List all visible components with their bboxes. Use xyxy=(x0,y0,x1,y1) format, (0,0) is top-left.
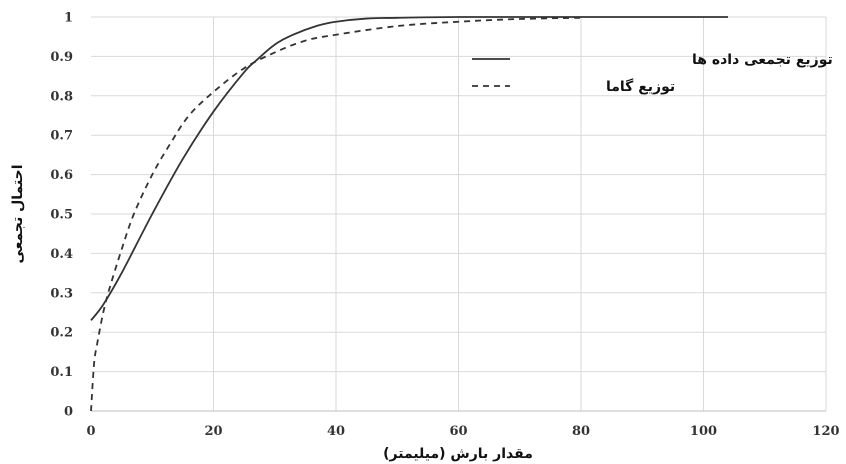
y-tick-label: 0.1 xyxy=(50,365,73,380)
x-tick-label: 80 xyxy=(572,424,590,439)
legend: توزیع تجمعی داده ها توزیع گاما xyxy=(472,52,833,95)
y-tick-label: 0.9 xyxy=(50,50,73,65)
y-tick-labels: 0 0.1 0.2 0.3 0.4 0.5 0.6 0.7 0.8 0.9 1 xyxy=(50,11,73,420)
series-line-gamma xyxy=(90,16,582,412)
y-tick-label: 0.3 xyxy=(50,286,73,301)
y-tick-label: 0.6 xyxy=(50,168,73,183)
x-tick-label: 60 xyxy=(449,424,467,439)
y-tick-label: 1 xyxy=(64,11,73,26)
legend-label-empirical: توزیع تجمعی داده ها xyxy=(692,52,833,68)
y-tick-label: 0 xyxy=(64,405,73,420)
series-lines xyxy=(90,16,728,412)
x-tick-label: 0 xyxy=(86,424,95,439)
y-tick-label: 0.7 xyxy=(50,129,73,144)
y-tick-label: 0.8 xyxy=(50,89,73,104)
y-tick-label: 0.4 xyxy=(50,247,73,262)
x-tick-labels: 0 20 40 60 80 100 120 xyxy=(86,424,839,439)
grid-lines xyxy=(91,16,827,411)
x-tick-label: 20 xyxy=(204,424,222,439)
x-tick-label: 120 xyxy=(812,424,839,439)
x-tick-label: 40 xyxy=(327,424,345,439)
y-axis-title: احتمال تجمعی xyxy=(10,164,26,263)
legend-label-gamma: توزیع گاما xyxy=(606,78,675,95)
series-line-empirical xyxy=(90,16,728,321)
y-tick-label: 0.2 xyxy=(50,326,73,341)
x-tick-label: 100 xyxy=(690,424,717,439)
y-tick-label: 0.5 xyxy=(50,208,73,223)
x-axis-title: مقدار بارش (میلیمتر) xyxy=(383,446,533,462)
